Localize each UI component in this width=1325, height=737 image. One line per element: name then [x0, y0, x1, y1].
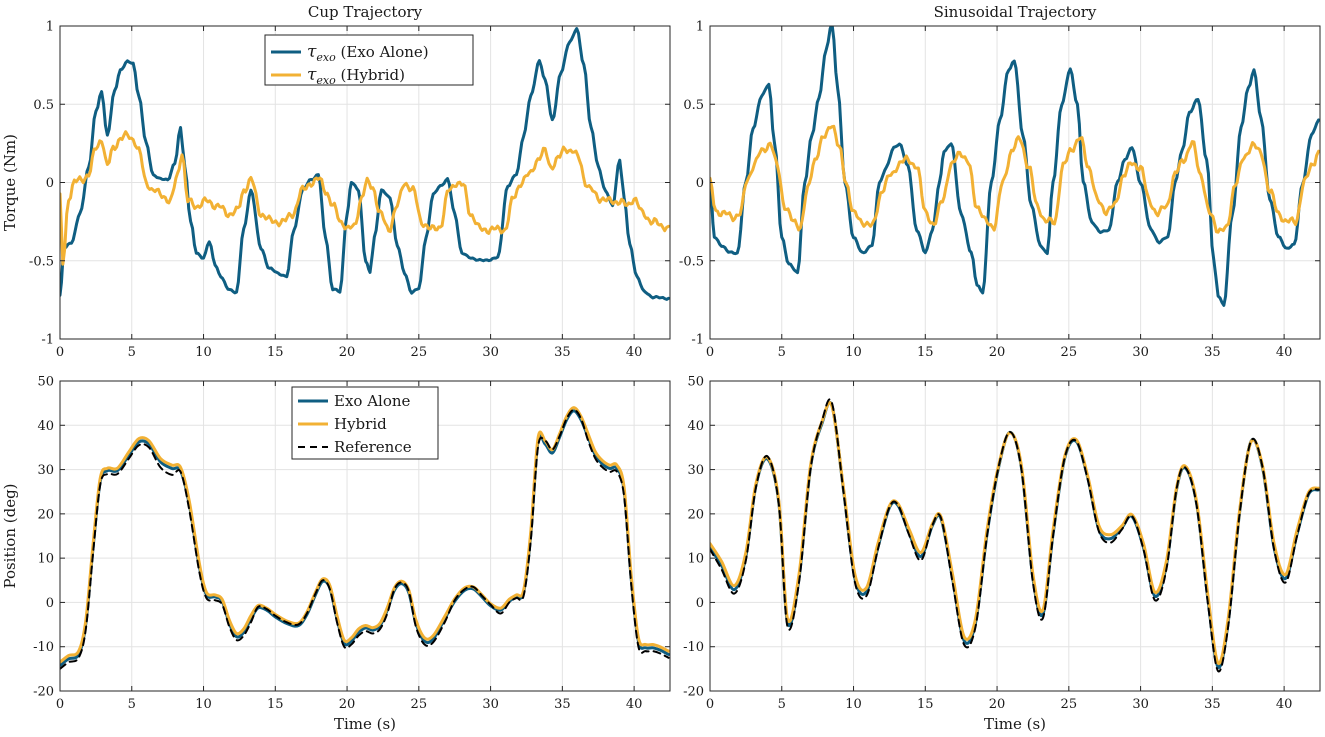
x-tick-label: 0	[56, 345, 64, 360]
series-line-exo	[60, 27, 670, 301]
x-tick-label: 15	[917, 345, 934, 360]
x-tick-label: 20	[989, 697, 1006, 712]
legend-label-hybrid: Hybrid	[334, 415, 387, 433]
x-axis-label: Time (s)	[984, 715, 1046, 733]
series-line-reference	[60, 408, 670, 670]
y-tick-label: 20	[37, 507, 54, 522]
axes-frame	[59, 380, 671, 692]
x-tick-label: 0	[56, 697, 64, 712]
panel-cup-position: 0 5 10 15 20 25 30 35 40 -20 -10 0 10 20 30 40 50 Time (s…	[1, 375, 671, 733]
y-tick-label: 10	[37, 552, 54, 567]
x-tick-label: 40	[626, 345, 643, 360]
x-tick-label: 30	[482, 345, 499, 360]
plot-area	[710, 381, 1320, 691]
y-tick-label: -20	[33, 685, 54, 700]
panel-sinusoidal-position: 0 5 10 15 20 25 30 35 40 -20 -10 0 10 20 30 40 50 Time (s…	[683, 375, 1321, 733]
y-tick-label: -1	[691, 333, 704, 348]
y-axis-label: Torque (Nm)	[1, 134, 19, 231]
legend-label-hybrid: τexo (Hybrid)	[307, 65, 405, 87]
y-tick-label: 10	[687, 552, 704, 567]
legend-label-exo: τexo (Exo Alone)	[307, 42, 429, 64]
x-tick-label: 5	[128, 345, 136, 360]
y-tick-label: 0.5	[33, 98, 54, 113]
y-tick-label: 50	[37, 375, 54, 390]
legend: Exo Alone Hybrid Reference	[291, 386, 439, 460]
x-tick-label: 25	[411, 697, 428, 712]
x-tick-label: 5	[778, 697, 786, 712]
y-tick-label: 30	[687, 463, 704, 478]
y-tick-label: -10	[33, 640, 54, 655]
y-tick-label: 40	[687, 419, 704, 434]
series-group	[60, 406, 670, 670]
y-tick-label: -0.5	[679, 254, 704, 269]
x-axis-label: Time (s)	[334, 715, 396, 733]
series-line-reference	[710, 398, 1320, 673]
x-tick-label: 40	[626, 697, 643, 712]
x-tick-label: 0	[706, 697, 714, 712]
chart-title: Sinusoidal Trajectory	[934, 3, 1097, 21]
legend: τexo (Exo Alone)τexo (Hybrid)	[264, 34, 474, 87]
legend-label-exo: Exo Alone	[334, 392, 411, 410]
y-axis-label: Position (deg)	[1, 483, 19, 588]
x-tick-label: 30	[1132, 697, 1149, 712]
y-tick-label: -0.5	[29, 254, 54, 269]
x-tick-label: 20	[339, 345, 356, 360]
x-tick-label: 15	[267, 345, 284, 360]
x-tick-label: 10	[195, 345, 212, 360]
y-tick-label: -1	[41, 333, 54, 348]
y-tick-label: 0	[46, 176, 54, 191]
x-tick-label: 10	[845, 345, 862, 360]
x-tick-label: 25	[1061, 345, 1078, 360]
x-tick-label: 10	[195, 697, 212, 712]
y-tick-label: 40	[37, 419, 54, 434]
x-tick-label: 35	[1204, 697, 1221, 712]
x-tick-label: 35	[554, 697, 571, 712]
y-tick-label: -10	[683, 640, 704, 655]
x-tick-label: 5	[128, 697, 136, 712]
series-line-hybrid	[60, 406, 670, 664]
y-tick-label: 1	[46, 20, 54, 35]
x-tick-label: 25	[411, 345, 428, 360]
x-tick-label: 25	[1061, 697, 1078, 712]
x-tick-label: 10	[845, 697, 862, 712]
x-tick-label: 5	[778, 345, 786, 360]
x-tick-label: 30	[1132, 345, 1149, 360]
series-group	[710, 398, 1320, 673]
x-tick-label: 15	[917, 697, 934, 712]
y-tick-label: 0	[696, 596, 704, 611]
y-tick-label: -20	[683, 685, 704, 700]
x-tick-label: 20	[989, 345, 1006, 360]
y-tick-label: 0.5	[683, 98, 704, 113]
series-group	[710, 26, 1320, 307]
panel-cup-torque: 0 5 10 15 20 25 30 35 40 -1 -0.5 0 0.5 1 Cup Trajector…	[1, 3, 671, 360]
panel-sinusoidal-torque: 0 5 10 15 20 25 30 35 40 -1 -0.5 0 0.5 1 Sinusoidal Tr…	[679, 3, 1321, 360]
y-tick-label: 0	[46, 596, 54, 611]
x-tick-label: 15	[267, 697, 284, 712]
axes-frame	[709, 380, 1321, 692]
legend-box	[264, 34, 474, 86]
x-tick-label: 35	[554, 345, 571, 360]
y-tick-label: 0	[696, 176, 704, 191]
x-tick-label: 40	[1276, 345, 1293, 360]
series-group	[60, 27, 670, 301]
series-line-hybrid	[60, 130, 670, 266]
legend-label-reference: Reference	[334, 438, 412, 456]
x-tick-label: 0	[706, 345, 714, 360]
x-tick-label: 35	[1204, 345, 1221, 360]
y-tick-label: 50	[687, 375, 704, 390]
chart-title: Cup Trajectory	[308, 3, 423, 21]
y-tick-label: 20	[687, 507, 704, 522]
y-tick-label: 1	[696, 20, 704, 35]
x-tick-label: 30	[482, 697, 499, 712]
y-tick-label: 30	[37, 463, 54, 478]
series-line-exo	[710, 26, 1320, 307]
series-line-hybrid	[710, 124, 1320, 234]
x-tick-label: 20	[339, 697, 356, 712]
x-tick-label: 40	[1276, 697, 1293, 712]
